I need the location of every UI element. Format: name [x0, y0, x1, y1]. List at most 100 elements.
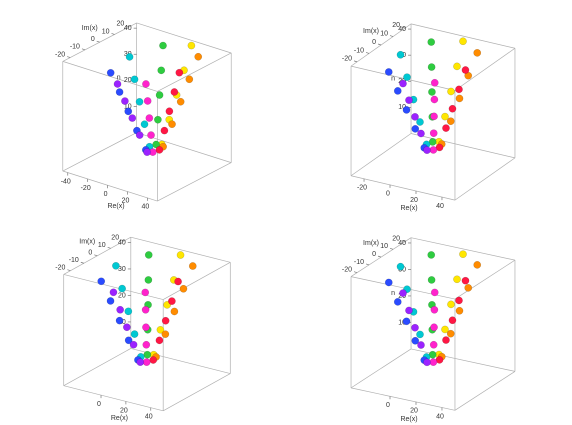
- y-tick: [377, 255, 382, 258]
- point: [115, 316, 124, 325]
- z-tick-label: 20: [118, 292, 126, 299]
- y-tick: [365, 263, 370, 266]
- point: [106, 68, 115, 77]
- point: [123, 323, 131, 332]
- x-tick-label: 20: [410, 408, 418, 415]
- point: [461, 66, 470, 74]
- point: [464, 283, 473, 292]
- point: [179, 284, 188, 293]
- box-edge: [62, 170, 158, 202]
- y-tick-label: 10: [98, 242, 106, 249]
- point: [155, 146, 164, 154]
- point: [429, 340, 438, 349]
- box-edge: [350, 348, 412, 389]
- box-edge: [454, 259, 516, 300]
- point: [411, 336, 420, 345]
- y-tick: [389, 35, 394, 37]
- point: [129, 340, 138, 349]
- y-tick: [365, 52, 370, 54]
- point: [142, 80, 150, 88]
- point: [144, 251, 153, 259]
- point: [128, 114, 137, 122]
- y-tick-label: -10: [354, 47, 364, 54]
- y-axis-label: Im(x): [363, 240, 379, 247]
- y-tick: [353, 271, 358, 274]
- point: [411, 113, 419, 121]
- point: [396, 262, 405, 271]
- point: [427, 251, 436, 259]
- box-edge: [410, 133, 516, 159]
- point: [423, 146, 431, 155]
- y-tick-label: -20: [342, 56, 352, 63]
- point: [455, 296, 463, 305]
- point: [453, 275, 461, 284]
- point: [135, 97, 144, 106]
- box-edge: [136, 22, 232, 54]
- point: [143, 148, 151, 157]
- point: [168, 297, 176, 305]
- point: [429, 129, 438, 138]
- x-tick-label: 40: [436, 413, 444, 420]
- point: [442, 124, 450, 132]
- x-axis-label: Re(x): [400, 205, 417, 212]
- point: [405, 306, 413, 315]
- point: [161, 330, 170, 339]
- point: [170, 88, 179, 96]
- point: [453, 62, 461, 71]
- x-tick-label: -40: [61, 178, 71, 185]
- x-tick-label: 40: [436, 203, 444, 210]
- box-edge: [163, 373, 231, 412]
- z-tick-label: 40: [124, 25, 132, 32]
- point: [430, 95, 439, 104]
- point: [417, 129, 425, 138]
- point: [430, 323, 438, 332]
- x-tick-label: 40: [141, 204, 149, 211]
- point: [447, 87, 455, 96]
- y-tick: [353, 60, 358, 63]
- y-tick-label: 20: [111, 235, 119, 242]
- point: [115, 88, 124, 96]
- z-tick-label: 40: [398, 26, 406, 33]
- y-tick-label: -10: [354, 259, 364, 266]
- y-tick-label: -20: [55, 265, 65, 272]
- x-axis-label: Re(x): [107, 203, 124, 210]
- point: [430, 112, 438, 121]
- y-tick-label: 10: [102, 28, 110, 35]
- x-tick-label: 0: [104, 191, 108, 198]
- point: [411, 323, 419, 332]
- z-tick-label: 20: [124, 77, 132, 84]
- point: [118, 284, 126, 293]
- box-edge: [350, 276, 456, 300]
- point: [136, 358, 145, 367]
- point: [459, 37, 467, 46]
- box-edge: [350, 237, 412, 277]
- y-tick: [126, 25, 130, 28]
- z-axis-label: n: [391, 290, 395, 297]
- point: [396, 50, 405, 59]
- x-tick-label: 20: [122, 197, 130, 204]
- point: [428, 88, 436, 96]
- z-tick-label: 30: [118, 266, 126, 273]
- x-tick-label: 40: [145, 414, 153, 421]
- box-edge: [163, 261, 231, 300]
- point: [159, 41, 167, 50]
- box-edge: [63, 236, 131, 275]
- point: [109, 288, 118, 297]
- y-tick-label: -20: [55, 51, 65, 58]
- point: [430, 288, 439, 297]
- y-axis-label: Im(x): [363, 28, 379, 35]
- point: [130, 75, 139, 84]
- y-tick: [67, 269, 71, 272]
- point: [141, 288, 150, 297]
- point: [473, 48, 482, 57]
- point: [145, 114, 154, 122]
- point: [441, 325, 449, 334]
- point: [140, 120, 149, 129]
- point: [430, 305, 439, 314]
- point: [141, 305, 150, 314]
- point: [124, 307, 133, 316]
- z-tick-label: 10: [124, 103, 132, 110]
- box-edge: [350, 387, 456, 411]
- point: [156, 325, 165, 334]
